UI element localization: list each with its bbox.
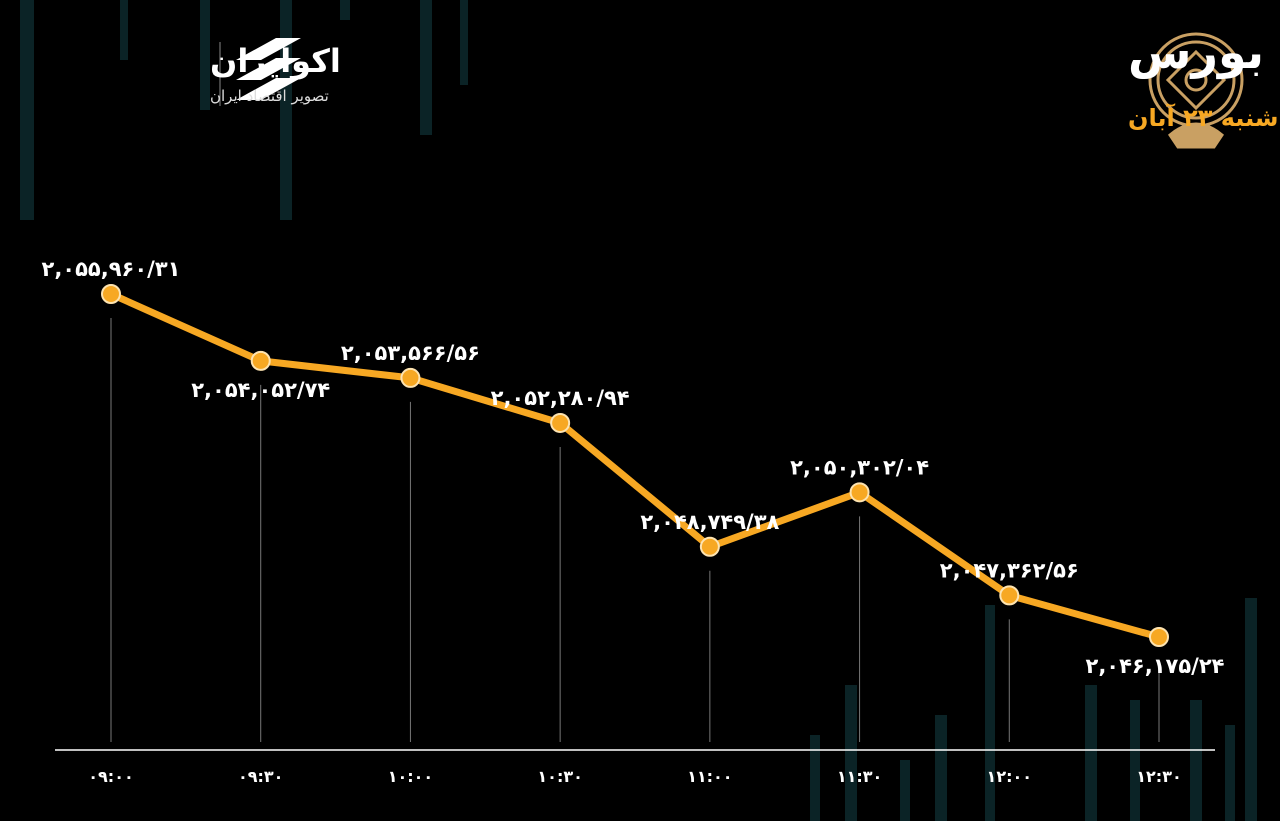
point — [999, 585, 1020, 606]
brand-name: اکوایران — [210, 42, 341, 80]
logo: اکوایران تصویر اقتصاد ایران — [210, 38, 341, 106]
value-label: ۲,۰۴۸,۷۴۹/۳۸ — [640, 510, 779, 534]
point — [550, 412, 571, 433]
value-label: ۲,۰۴۷,۳۶۲/۵۶ — [940, 558, 1079, 582]
point — [400, 367, 421, 388]
brand-tagline: تصویر اقتصاد ایران — [210, 87, 329, 105]
point — [699, 536, 720, 557]
value-label: ۲,۰۴۶,۱۷۵/۲۴ — [1086, 654, 1225, 678]
value-label: ۲,۰۵۲,۲۸۰/۹۴ — [491, 386, 630, 410]
value-label: ۲,۰۵۳,۵۶۶/۵۶ — [341, 341, 480, 365]
chart-subtitle: سه‌شنبه ۲۳ آبان — [1128, 103, 1280, 132]
x-tick-label: ۱۲:۰۰ — [987, 767, 1032, 786]
point — [1149, 627, 1169, 647]
point — [849, 482, 870, 503]
line — [109, 290, 1160, 641]
value-label: ۲,۰۵۰,۳۰۲/۰۴ — [790, 455, 929, 479]
value-label: ۲,۰۵۴,۰۵۲/۷۴ — [191, 378, 330, 402]
chart-title: روند شاخص کل بورس — [1128, 25, 1280, 79]
x-tick-label: ۱۲:۳۰ — [1136, 767, 1181, 786]
x-tick-label: ۱۱:۳۰ — [837, 767, 882, 786]
x-tick-label: ۰۹:۳۰ — [238, 767, 283, 786]
point — [101, 284, 121, 304]
emblem — [1148, 32, 1244, 149]
x-tick-label: ۱۱:۰۰ — [687, 767, 732, 786]
value-label: ۲,۰۵۵,۹۶۰/۳۱ — [42, 257, 181, 281]
background-candles — [20, 0, 1257, 821]
x-tick-label: ۱۰:۳۰ — [537, 767, 582, 786]
x-tick-label: ۰۹:۰۰ — [88, 767, 133, 786]
x-tick-label: ۱۰:۰۰ — [388, 767, 433, 786]
point — [250, 350, 271, 371]
